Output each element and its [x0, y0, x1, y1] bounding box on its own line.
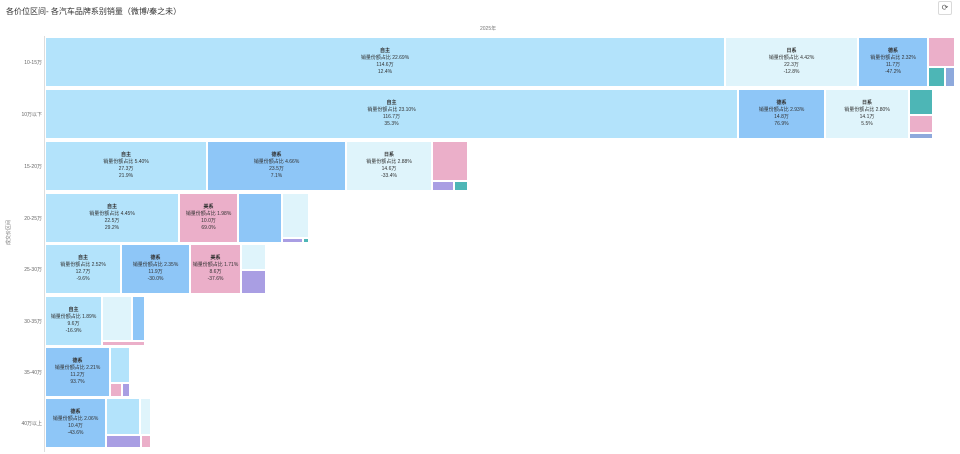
cell-label: 德系 销量份额占比 4.66% 23.5万 7.1%	[253, 152, 300, 179]
cell-label: 自主 销量份额占比 4.45% 22.5万 29.2%	[89, 204, 135, 231]
treemap-cell[interactable]: 德系 销量份额占比 2.35% 11.9万 -30.0%	[121, 244, 190, 294]
row-label: 15-20万	[24, 164, 42, 170]
treemap-cell[interactable]: 美系 销量份额占比 1.71% 8.6万 -37.6%	[190, 244, 241, 294]
treemap-cell[interactable]	[241, 270, 266, 294]
row-label: 10-15万	[24, 60, 42, 66]
cell-label: 德系 销量份额占比 2.21% 11.2万 93.7%	[54, 358, 101, 385]
treemap-cell[interactable]	[303, 238, 309, 243]
row-label: 10万以下	[21, 112, 42, 118]
treemap-cell[interactable]	[454, 181, 468, 191]
cell-label: 自主 销量份额占比 5.40% 27.3万 21.9%	[103, 152, 149, 179]
treemap-cell[interactable]: 德系 销量份额占比 2.21% 11.2万 93.7%	[45, 347, 110, 397]
axis-line	[44, 36, 45, 452]
treemap-cell[interactable]	[928, 67, 945, 87]
treemap-cell[interactable]: 美系 销量份额占比 1.98% 10.0万 69.0%	[179, 193, 238, 243]
treemap-cell[interactable]	[110, 383, 122, 397]
treemap-cell[interactable]	[909, 89, 933, 115]
row-label: 20-25万	[24, 216, 42, 222]
treemap-cell[interactable]	[909, 115, 933, 133]
treemap-cell[interactable]	[106, 435, 141, 448]
row-label: 25-30万	[24, 267, 42, 273]
cell-label: 美系 销量份额占比 1.71% 8.6万 -37.6%	[192, 255, 239, 282]
chart-title: 各价位区间- 各汽车品牌系别销量（微博/秦之未）	[6, 7, 182, 16]
column-label: 2025年	[480, 26, 497, 32]
treemap-cell[interactable]: 自主 销量份额占比 1.89% 9.6万 -16.9%	[45, 296, 102, 346]
treemap-cell[interactable]: 德系 销量份额占比 4.66% 23.5万 7.1%	[207, 141, 346, 191]
treemap-cell[interactable]	[928, 37, 955, 67]
treemap-cell[interactable]	[102, 341, 145, 346]
treemap-cell[interactable]: 日系 销量份额占比 2.80% 14.1万 5.5%	[825, 89, 909, 139]
treemap-cell[interactable]: 德系 销量份额占比 2.93% 14.8万 76.9%	[738, 89, 825, 139]
treemap-cell[interactable]	[945, 67, 955, 87]
cell-label: 德系 销量份额占比 2.93% 14.8万 76.9%	[758, 100, 805, 127]
treemap-cell[interactable]: 德系 销量份额占比 2.32% 11.7万 -47.2%	[858, 37, 928, 87]
treemap-cell[interactable]	[432, 181, 454, 191]
cell-label: 自主 销量份额占比 22.69% 114.6万 12.4%	[360, 48, 410, 75]
row-label: 35-40万	[24, 370, 42, 376]
row-label: 30-35万	[24, 319, 42, 325]
treemap-cell[interactable]: 自主 销量份额占比 5.40% 27.3万 21.9%	[45, 141, 207, 191]
cell-label: 德系 销量份额占比 2.06% 10.4万 -43.6%	[52, 409, 99, 436]
cell-label: 德系 销量份额占比 2.32% 11.7万 -47.2%	[870, 48, 916, 75]
treemap-cell[interactable]: 德系 销量份额占比 2.06% 10.4万 -43.6%	[45, 398, 106, 448]
cell-label: 自主 销量份额占比 23.10% 116.7万 35.3%	[367, 100, 416, 127]
cell-label: 美系 销量份额占比 1.98% 10.0万 69.0%	[185, 204, 232, 231]
treemap-cell[interactable]	[282, 193, 309, 238]
cell-label: 自主 销量份额占比 1.89% 9.6万 -16.9%	[50, 307, 97, 334]
treemap-cell[interactable]: 自主 销量份额占比 23.10% 116.7万 35.3%	[45, 89, 738, 139]
treemap-cell[interactable]	[122, 383, 130, 397]
cell-label: 自主 销量份额占比 2.52% 12.7万 -9.6%	[60, 255, 106, 282]
treemap-cell[interactable]: 自主 销量份额占比 22.69% 114.6万 12.4%	[45, 37, 725, 87]
treemap-cell[interactable]: 自主 销量份额占比 2.52% 12.7万 -9.6%	[45, 244, 121, 294]
treemap-cell[interactable]	[909, 133, 933, 139]
refresh-icon[interactable]: ⟳	[938, 1, 952, 15]
treemap-cell[interactable]	[238, 193, 282, 243]
cell-label: 日系 销量份额占比 2.88% 14.6万 -33.4%	[366, 152, 412, 179]
cell-label: 日系 销量份额占比 2.80% 14.1万 5.5%	[844, 100, 890, 127]
treemap-cell[interactable]	[110, 347, 130, 383]
treemap-cell[interactable]	[141, 435, 151, 448]
cell-label: 日系 销量份额占比 4.42% 22.3万 -12.8%	[768, 48, 815, 75]
treemap-cell[interactable]	[432, 141, 468, 181]
treemap-cell[interactable]	[132, 296, 145, 341]
treemap-cell[interactable]	[140, 398, 151, 435]
treemap-cell[interactable]	[241, 244, 266, 270]
treemap-cell[interactable]: 日系 销量份额占比 2.88% 14.6万 -33.4%	[346, 141, 432, 191]
treemap-cell[interactable]: 日系 销量份额占比 4.42% 22.3万 -12.8%	[725, 37, 858, 87]
treemap-cell[interactable]	[106, 398, 140, 435]
row-label: 40万以上	[21, 421, 42, 427]
treemap-cell[interactable]	[282, 238, 303, 243]
treemap-cell[interactable]: 自主 销量份额占比 4.45% 22.5万 29.2%	[45, 193, 179, 243]
cell-label: 德系 销量份额占比 2.35% 11.9万 -30.0%	[132, 255, 179, 282]
treemap-cell[interactable]	[102, 296, 132, 341]
